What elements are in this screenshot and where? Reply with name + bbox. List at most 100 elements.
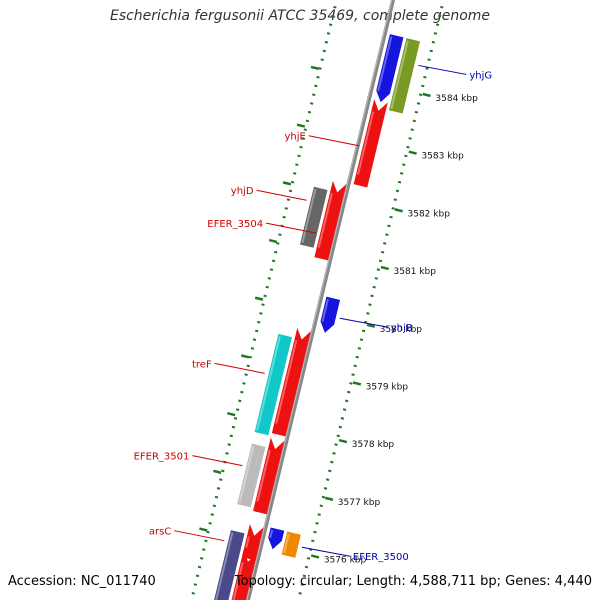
gene-label: EFER_3501 xyxy=(134,452,190,463)
gene-arrow xyxy=(231,550,258,600)
backbone-highlight xyxy=(246,0,393,600)
tick-mark xyxy=(324,496,334,501)
gene-feature xyxy=(231,550,258,600)
tick-mark-left xyxy=(282,181,292,186)
gene-feature xyxy=(376,34,404,103)
tick-label: 3584 kbp xyxy=(435,94,478,104)
gene-shade xyxy=(269,529,274,539)
gene-arrow xyxy=(281,531,301,558)
label-leader xyxy=(339,317,388,328)
gene-shade xyxy=(256,449,271,502)
gene-shade xyxy=(301,188,317,244)
gene-arrow xyxy=(214,530,245,600)
gene-label: yhjE xyxy=(284,132,305,143)
tick-label: 3578 kbp xyxy=(352,440,395,450)
gene-shade xyxy=(321,298,329,322)
gene-feature xyxy=(271,327,311,437)
tick-label: 3582 kbp xyxy=(408,209,451,219)
gene-shade xyxy=(215,532,234,600)
tick-mark-left xyxy=(227,411,236,417)
tick-label: 3579 kbp xyxy=(366,383,409,393)
gene-label: treF xyxy=(192,359,212,370)
genome-title: Escherichia fergusonii ATCC 35469, compl… xyxy=(109,8,491,24)
gene-feature xyxy=(237,443,266,508)
gene-arrow xyxy=(388,38,421,114)
tick-mark xyxy=(310,554,320,559)
gene-labels: yhjG yhjE yhjD EFER_3504 yhjB treF EFER_3501ar… xyxy=(134,64,492,563)
gene-arrow xyxy=(241,524,264,561)
accession-text: Accession: NC_011740 xyxy=(8,574,156,589)
gene-label: yhjD xyxy=(231,186,254,197)
label-leader xyxy=(214,362,265,374)
gene-feature xyxy=(254,333,292,436)
gene-feature xyxy=(241,524,264,561)
gene-feature xyxy=(268,527,285,550)
gene-feature xyxy=(353,99,388,188)
gene-shade xyxy=(390,40,409,109)
tick-mark-left xyxy=(310,65,320,71)
label-leader xyxy=(301,546,350,557)
label-leader xyxy=(174,530,225,542)
tick-mark-left xyxy=(254,296,264,301)
feature-track xyxy=(214,0,421,600)
gene-shade xyxy=(357,111,375,175)
tick-label: 3583 kbp xyxy=(421,152,464,162)
gene-feature xyxy=(299,186,328,248)
tick-label: 3576 kbp xyxy=(324,556,367,566)
gene-arrow xyxy=(320,296,341,333)
gene-feature xyxy=(281,531,301,558)
gene-shade xyxy=(377,36,393,92)
tick-mark-left xyxy=(268,238,278,244)
kbp-ruler: 3584 kbp 3583 kbp 3582 kbp 3581 kbp 3580 kbp… xyxy=(190,0,478,600)
gene-feature xyxy=(320,296,341,333)
gene-label: yhjB xyxy=(391,323,413,334)
tick-mark xyxy=(380,265,389,271)
tick-mark xyxy=(366,323,376,328)
gene-arrow xyxy=(254,333,292,436)
gene-arrow xyxy=(253,437,285,515)
label-leader xyxy=(418,64,467,75)
label-leader xyxy=(265,222,317,234)
gene-arrow xyxy=(314,180,347,261)
gene-arrow xyxy=(268,527,285,550)
gene-shade xyxy=(275,340,298,424)
gene-label: arsC xyxy=(149,527,171,538)
tick-mark-left xyxy=(213,469,222,474)
tick-mark xyxy=(408,150,417,155)
gene-arrow xyxy=(271,327,311,437)
ruler-rail-left xyxy=(190,0,339,600)
gene-shade xyxy=(256,336,281,431)
gene-shade xyxy=(238,445,255,503)
label-leader xyxy=(192,455,243,467)
gene-feature xyxy=(388,38,421,114)
gene-arrow xyxy=(299,186,328,248)
ruler-rail-right xyxy=(297,0,446,600)
genome-backbone xyxy=(245,0,396,600)
gene-arrow xyxy=(376,34,404,103)
tick-mark-left xyxy=(199,527,208,532)
topology-summary: Topology: circular; Length: 4,588,711 bp… xyxy=(234,574,592,589)
gene-label: EFER_3500 xyxy=(353,552,409,563)
tick-mark xyxy=(422,92,431,98)
gene-shade xyxy=(317,192,333,248)
gene-arrow xyxy=(237,443,266,508)
gene-shade xyxy=(245,536,250,548)
gene-arrow xyxy=(353,99,388,188)
gene-feature xyxy=(214,530,245,600)
label-leader xyxy=(256,189,307,201)
gene-feature xyxy=(314,180,347,261)
gene-label: EFER_3504 xyxy=(207,219,263,230)
tick-mark-left xyxy=(240,354,250,359)
tick-mark xyxy=(338,438,348,444)
tick-label: 3580 kbp xyxy=(380,325,423,335)
tick-mark xyxy=(394,208,403,213)
gene-feature xyxy=(253,437,285,515)
gene-label: yhjG xyxy=(469,70,492,81)
gene-shade xyxy=(232,562,244,600)
tick-label: 3581 kbp xyxy=(394,267,437,277)
label-leader xyxy=(308,135,359,147)
tick-mark-left xyxy=(296,123,306,128)
gene-shade xyxy=(283,533,290,554)
